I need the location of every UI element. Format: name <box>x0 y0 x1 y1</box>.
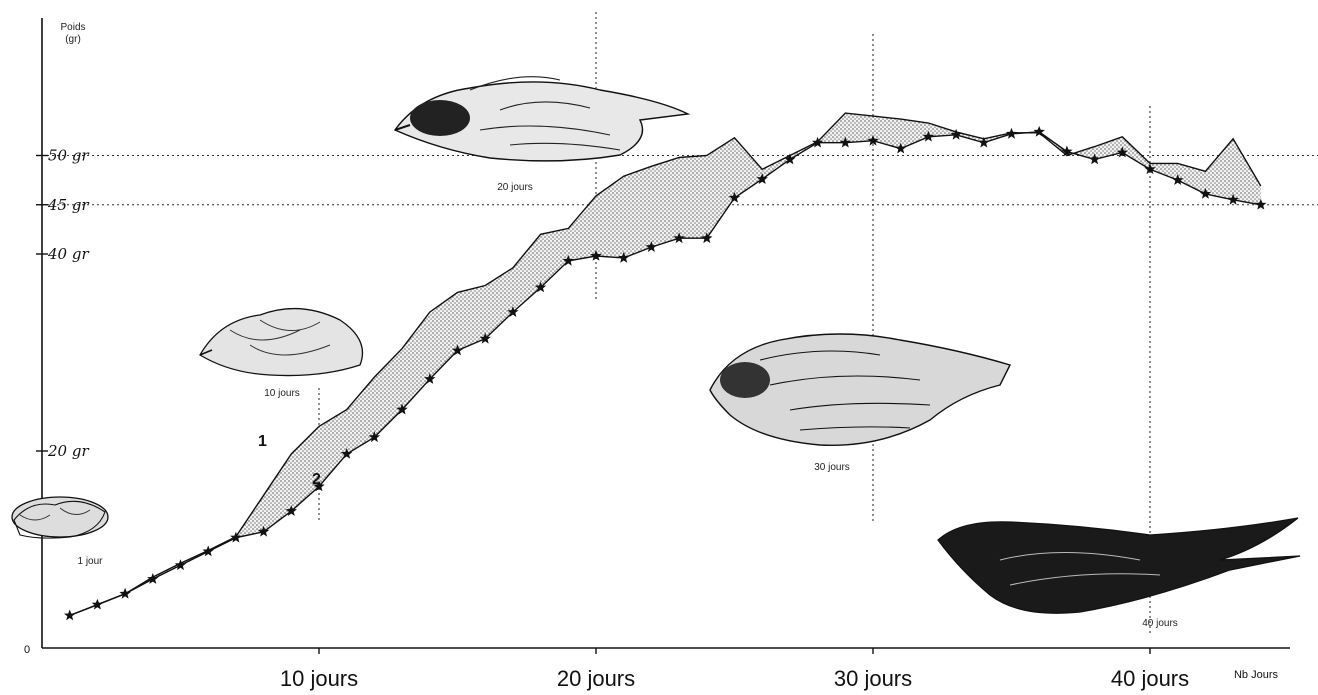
series-1-line <box>69 112 1262 617</box>
series-2-point-12 <box>368 431 381 443</box>
series-2-point-11 <box>341 448 353 459</box>
series-2-point-5 <box>174 559 187 571</box>
series-2-markers <box>64 125 1267 621</box>
series-2-point-10 <box>313 480 325 492</box>
y-axis-title-line-1: Poids (gr) <box>60 22 85 45</box>
series-2-point-21 <box>618 251 630 263</box>
series-1-label: 1 <box>258 433 267 450</box>
x-tick-label-30: 30 jours <box>834 666 912 691</box>
series-2-point-3 <box>119 587 131 599</box>
series-2-point-17 <box>507 306 519 317</box>
series-2-point-2 <box>91 598 104 610</box>
series-2-point-8 <box>257 525 270 537</box>
bird-chick-10-days-illustration <box>199 307 364 377</box>
series-2-point-38 <box>1088 153 1101 165</box>
series-2-point-31 <box>895 142 907 154</box>
bird-swift-40-days-illustration <box>937 517 1301 614</box>
annotation-20-jours: 20 jours <box>497 182 533 193</box>
series-2-point-25 <box>728 191 741 203</box>
series-2-point-14 <box>424 373 436 384</box>
series-2-point-30 <box>867 134 879 146</box>
series-2-point-42 <box>1199 187 1212 199</box>
series-2-point-1 <box>64 609 76 621</box>
series-2-point-44 <box>1255 198 1267 210</box>
annotation-1-jour: 1 jour <box>77 556 103 567</box>
series-2-point-39 <box>1116 146 1128 158</box>
y-tick-label-20: 20 gr <box>47 442 89 460</box>
series-2-point-34 <box>978 136 990 148</box>
y-tick-label-45: 45 gr <box>47 196 89 214</box>
bird-chick-1-day-illustration <box>11 496 109 539</box>
series-2-point-36 <box>1033 125 1045 137</box>
x-tick-labels: 10 jours 20 jours 30 jours 40 jours <box>280 648 1189 691</box>
series-2-point-32 <box>922 130 935 142</box>
series-2-point-40 <box>1144 163 1156 175</box>
series-2-point-23 <box>673 232 685 244</box>
annotation-30-jours: 30 jours <box>814 462 850 473</box>
series-2-point-28 <box>811 136 824 148</box>
series-2-point-20 <box>590 250 602 261</box>
series-2-point-13 <box>396 403 408 415</box>
series-2-point-15 <box>451 344 464 356</box>
series-2-point-24 <box>701 232 713 244</box>
series-2-point-6 <box>202 545 214 557</box>
series-2-label: 2 <box>312 471 321 488</box>
x-axis-title: Nb Jours <box>1234 669 1279 681</box>
y-axis-title-part-0: Poids <box>60 22 85 33</box>
series-2-point-18 <box>534 281 547 293</box>
series-2-point-7 <box>230 531 242 543</box>
annotation-40-jours: 40 jours <box>1142 618 1178 629</box>
series-2-point-41 <box>1172 174 1184 185</box>
series-2-point-9 <box>285 505 297 516</box>
y-tick-labels: 0 20 gr 40 gr 45 gr 50 gr <box>24 147 89 657</box>
series-2-point-19 <box>562 254 574 266</box>
y-tick-label-50: 50 gr <box>48 147 89 165</box>
series-2-point-22 <box>645 241 658 252</box>
series-2-point-43 <box>1227 193 1239 205</box>
x-tick-label-40: 40 jours <box>1111 666 1189 691</box>
y-axis-title-part-1: (gr) <box>65 34 81 45</box>
annotation-10-jours: 10 jours <box>264 388 300 399</box>
weight-range-band <box>69 113 1261 616</box>
series-2-point-27 <box>784 153 796 165</box>
series-2-point-35 <box>1005 127 1018 139</box>
y-tick-label-0: 0 <box>24 644 30 656</box>
series-2-point-16 <box>479 332 491 344</box>
series-2-point-29 <box>839 136 851 148</box>
series-2-point-37 <box>1061 145 1073 157</box>
x-tick-label-10: 10 jours <box>280 666 358 691</box>
x-tick-label-20: 20 jours <box>557 666 635 691</box>
y-tick-label-40: 40 gr <box>47 245 89 263</box>
series-2-point-26 <box>756 173 768 184</box>
series-2-point-33 <box>950 128 962 140</box>
bird-chick-30-days-illustration <box>709 333 1011 446</box>
bird-chick-20-days-illustration <box>393 76 691 162</box>
series-2-line <box>69 131 1261 617</box>
series-2-point-4 <box>147 573 159 584</box>
